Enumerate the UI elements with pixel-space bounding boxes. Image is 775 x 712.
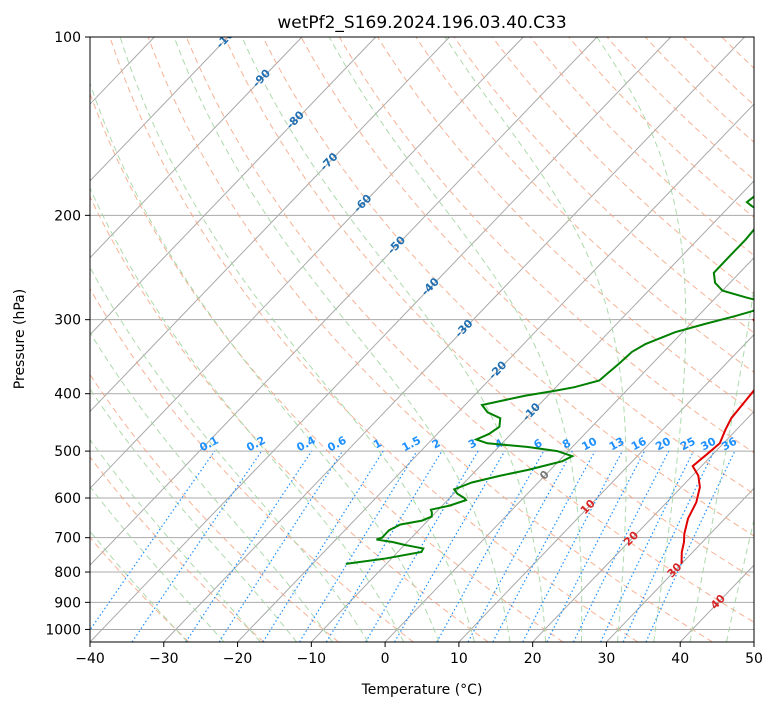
dry-adiabat-line	[301, 37, 775, 642]
mixing-ratio-line	[219, 451, 342, 642]
mixing-ratio-label: 20	[653, 435, 673, 454]
mixing-ratio-line	[132, 451, 262, 642]
x-axis-tick-label: 20	[524, 651, 542, 667]
isotherm-line	[238, 37, 775, 642]
dry-adiabat-line	[645, 37, 775, 642]
x-axis-tick-label: 30	[598, 651, 616, 667]
isotherm-line	[0, 37, 228, 642]
moist-adiabat-line	[727, 37, 775, 642]
isotherm-line	[459, 37, 775, 642]
dry-adiabat-line	[569, 37, 775, 642]
mixing-ratio-label: 8	[560, 436, 573, 451]
moist-adiabat-line	[0, 37, 260, 642]
dry-adiabat-line	[492, 37, 775, 642]
y-axis-tick-label: 900	[54, 595, 81, 611]
mixing-ratio-label: 2	[430, 436, 443, 451]
isotherm-line	[680, 37, 775, 642]
y-axis-tick-label: 400	[54, 387, 81, 403]
isotherm-line	[754, 37, 775, 642]
dry-adiabat-line	[722, 37, 775, 642]
isotherm-line	[0, 37, 449, 642]
x-axis-tick-label: −40	[75, 651, 105, 667]
mixing-ratio-label: 16	[629, 435, 649, 454]
temperature-profile-line	[682, 37, 775, 564]
isotherm-line	[16, 37, 597, 642]
mixing-ratio-line	[574, 451, 669, 642]
dry-adiabat-line	[0, 37, 413, 642]
mixing-ratio-label: 30	[699, 435, 719, 454]
y-axis-tick-label: 800	[54, 565, 81, 581]
x-axis-tick-label: −10	[297, 651, 327, 667]
y-axis-label: Pressure (hPa)	[12, 289, 28, 389]
mixing-ratio-line	[186, 451, 312, 642]
isotherm-line	[0, 37, 7, 642]
mixing-ratio-label: 25	[678, 435, 698, 454]
chart-title: wetPf2_S169.2024.196.03.40.C33	[277, 13, 566, 33]
isotherm-line	[0, 37, 302, 642]
x-axis-label: Temperature (°C)	[361, 682, 483, 698]
y-axis-tick-label: 500	[54, 444, 81, 460]
y-axis-tick-label: 300	[54, 313, 81, 329]
dry-adiabat-line	[0, 37, 264, 642]
x-axis-tick-label: −20	[223, 651, 253, 667]
moist-adiabat-line	[690, 37, 767, 642]
mixing-ratio-label: 13	[607, 435, 627, 454]
dry-adiabat-line	[378, 37, 775, 642]
y-axis-tick-label: 1000	[45, 622, 81, 638]
moist-adiabat-line	[0, 37, 297, 642]
moist-adiabat-line	[76, 37, 439, 642]
dry-adiabat-line	[416, 37, 775, 642]
dry-adiabat-line	[263, 37, 775, 642]
x-axis-tick-label: 40	[671, 651, 689, 667]
dry-adiabat-line	[531, 37, 775, 642]
moist-adiabat-line	[0, 37, 224, 642]
y-axis-tick-label: 200	[54, 208, 81, 224]
x-axis-tick-label: −30	[149, 651, 179, 667]
dry-adiabat-line	[339, 37, 775, 642]
dry-adiabat-line	[110, 37, 638, 642]
y-axis-tick-label: 100	[54, 30, 81, 46]
dry-adiabat-line	[760, 37, 775, 642]
dry-adiabat-line	[684, 37, 775, 642]
mixing-ratio-line	[646, 451, 735, 642]
isotherm-line	[0, 37, 523, 642]
mixing-ratio-label: 10	[580, 435, 600, 454]
isotherm-line	[90, 37, 671, 642]
mixing-ratio-line	[437, 451, 544, 642]
mixing-ratio-line	[366, 451, 478, 642]
mixing-ratio-line	[300, 451, 417, 642]
mixing-ratio-label: 1	[371, 436, 384, 451]
dry-adiabat-line	[186, 37, 775, 642]
mixing-ratio-line	[623, 451, 714, 642]
moist-adiabat-line	[329, 37, 581, 642]
x-axis-tick-label: 10	[450, 651, 468, 667]
moist-adiabat-line	[0, 37, 332, 642]
x-axis-tick-label: 50	[745, 651, 763, 667]
y-axis-tick-label: 600	[54, 491, 81, 507]
x-axis-tick-label: 0	[381, 651, 390, 667]
y-axis-tick-label: 700	[54, 531, 81, 547]
mixing-ratio-line	[82, 451, 215, 642]
